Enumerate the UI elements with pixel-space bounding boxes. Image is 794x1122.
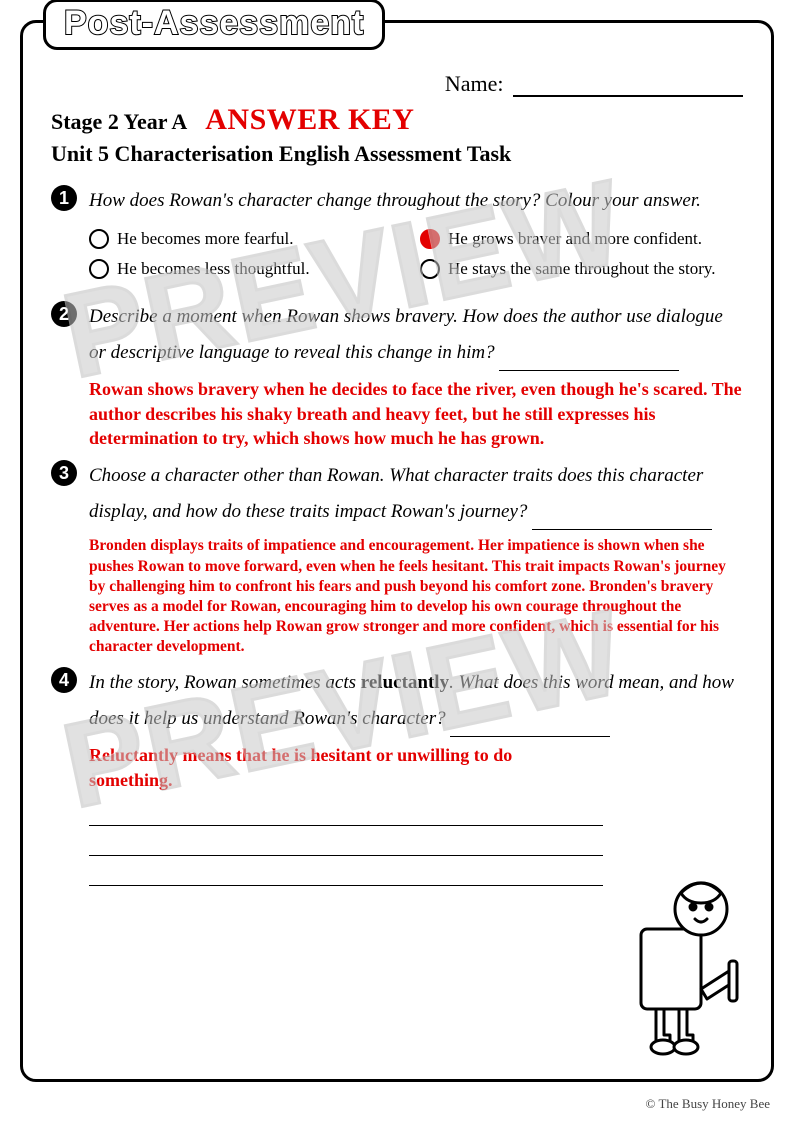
question-1: 1 How does Rowan's character change thro… bbox=[51, 183, 743, 219]
question-3-text: Choose a character other than Rowan. Wha… bbox=[89, 458, 743, 530]
title-pill: Post-Assessment bbox=[43, 0, 385, 50]
boy-illustration-icon bbox=[621, 869, 761, 1059]
question-2-prompt: Describe a moment when Rowan shows brave… bbox=[89, 306, 723, 363]
page-title: Post-Assessment bbox=[64, 4, 364, 42]
unit-title: Unit 5 Characterisation English Assessme… bbox=[51, 141, 743, 167]
question-2-answer: Rowan shows bravery when he decides to f… bbox=[89, 377, 743, 450]
name-input-line[interactable] bbox=[513, 95, 743, 97]
question-4: 4 In the story, Rowan sometimes acts rel… bbox=[51, 665, 743, 737]
question-number-4: 4 bbox=[51, 667, 77, 693]
radio-empty-icon[interactable] bbox=[89, 229, 109, 249]
q1-option-b[interactable]: He grows braver and more confident. bbox=[420, 229, 743, 249]
question-4-text-before: In the story, Rowan sometimes acts bbox=[89, 672, 361, 693]
writing-lines[interactable] bbox=[89, 796, 603, 886]
radio-empty-icon[interactable] bbox=[89, 259, 109, 279]
stage-label: Stage 2 Year A bbox=[51, 109, 187, 135]
radio-empty-icon[interactable] bbox=[420, 259, 440, 279]
question-1-text: How does Rowan's character change throug… bbox=[89, 183, 743, 219]
q1-option-d-label: He stays the same throughout the story. bbox=[448, 259, 716, 279]
q1-option-b-label: He grows braver and more confident. bbox=[448, 229, 702, 249]
answer-line[interactable] bbox=[532, 529, 712, 530]
header-row: Stage 2 Year A ANSWER KEY bbox=[51, 103, 743, 137]
question-number-2: 2 bbox=[51, 301, 77, 327]
question-4-answer: Reluctantly means that he is hesitant or… bbox=[89, 743, 593, 792]
writing-line[interactable] bbox=[89, 826, 603, 856]
question-3-prompt: Choose a character other than Rowan. Wha… bbox=[89, 465, 703, 522]
q1-option-c-label: He becomes less thoughtful. bbox=[117, 259, 310, 279]
question-number-3: 3 bbox=[51, 460, 77, 486]
question-4-text: In the story, Rowan sometimes acts reluc… bbox=[89, 665, 743, 737]
name-label: Name: bbox=[445, 71, 504, 96]
question-4-bold-word: reluctantly bbox=[361, 672, 449, 693]
question-number-1: 1 bbox=[51, 185, 77, 211]
page-border: Post-Assessment Name: Stage 2 Year A ANS… bbox=[20, 20, 774, 1082]
question-3: 3 Choose a character other than Rowan. W… bbox=[51, 458, 743, 530]
answer-line[interactable] bbox=[450, 736, 610, 737]
answer-key-label: ANSWER KEY bbox=[205, 103, 414, 137]
name-row: Name: bbox=[51, 71, 743, 97]
question-3-answer: Bronden displays traits of impatience an… bbox=[89, 536, 743, 657]
question-1-options: He becomes more fearful. He grows braver… bbox=[89, 229, 743, 279]
answer-line[interactable] bbox=[499, 370, 679, 371]
question-2: 2 Describe a moment when Rowan shows bra… bbox=[51, 299, 743, 371]
question-2-text: Describe a moment when Rowan shows brave… bbox=[89, 299, 743, 371]
q1-option-a-label: He becomes more fearful. bbox=[117, 229, 294, 249]
writing-line[interactable] bbox=[89, 856, 603, 886]
writing-line[interactable] bbox=[89, 796, 603, 826]
radio-filled-icon[interactable] bbox=[420, 229, 440, 249]
footer-copyright: © The Busy Honey Bee bbox=[646, 1096, 770, 1112]
q1-option-a[interactable]: He becomes more fearful. bbox=[89, 229, 412, 249]
q1-option-d[interactable]: He stays the same throughout the story. bbox=[420, 259, 743, 279]
q1-option-c[interactable]: He becomes less thoughtful. bbox=[89, 259, 412, 279]
